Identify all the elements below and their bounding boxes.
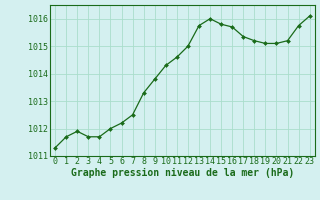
X-axis label: Graphe pression niveau de la mer (hPa): Graphe pression niveau de la mer (hPa) bbox=[71, 168, 294, 178]
